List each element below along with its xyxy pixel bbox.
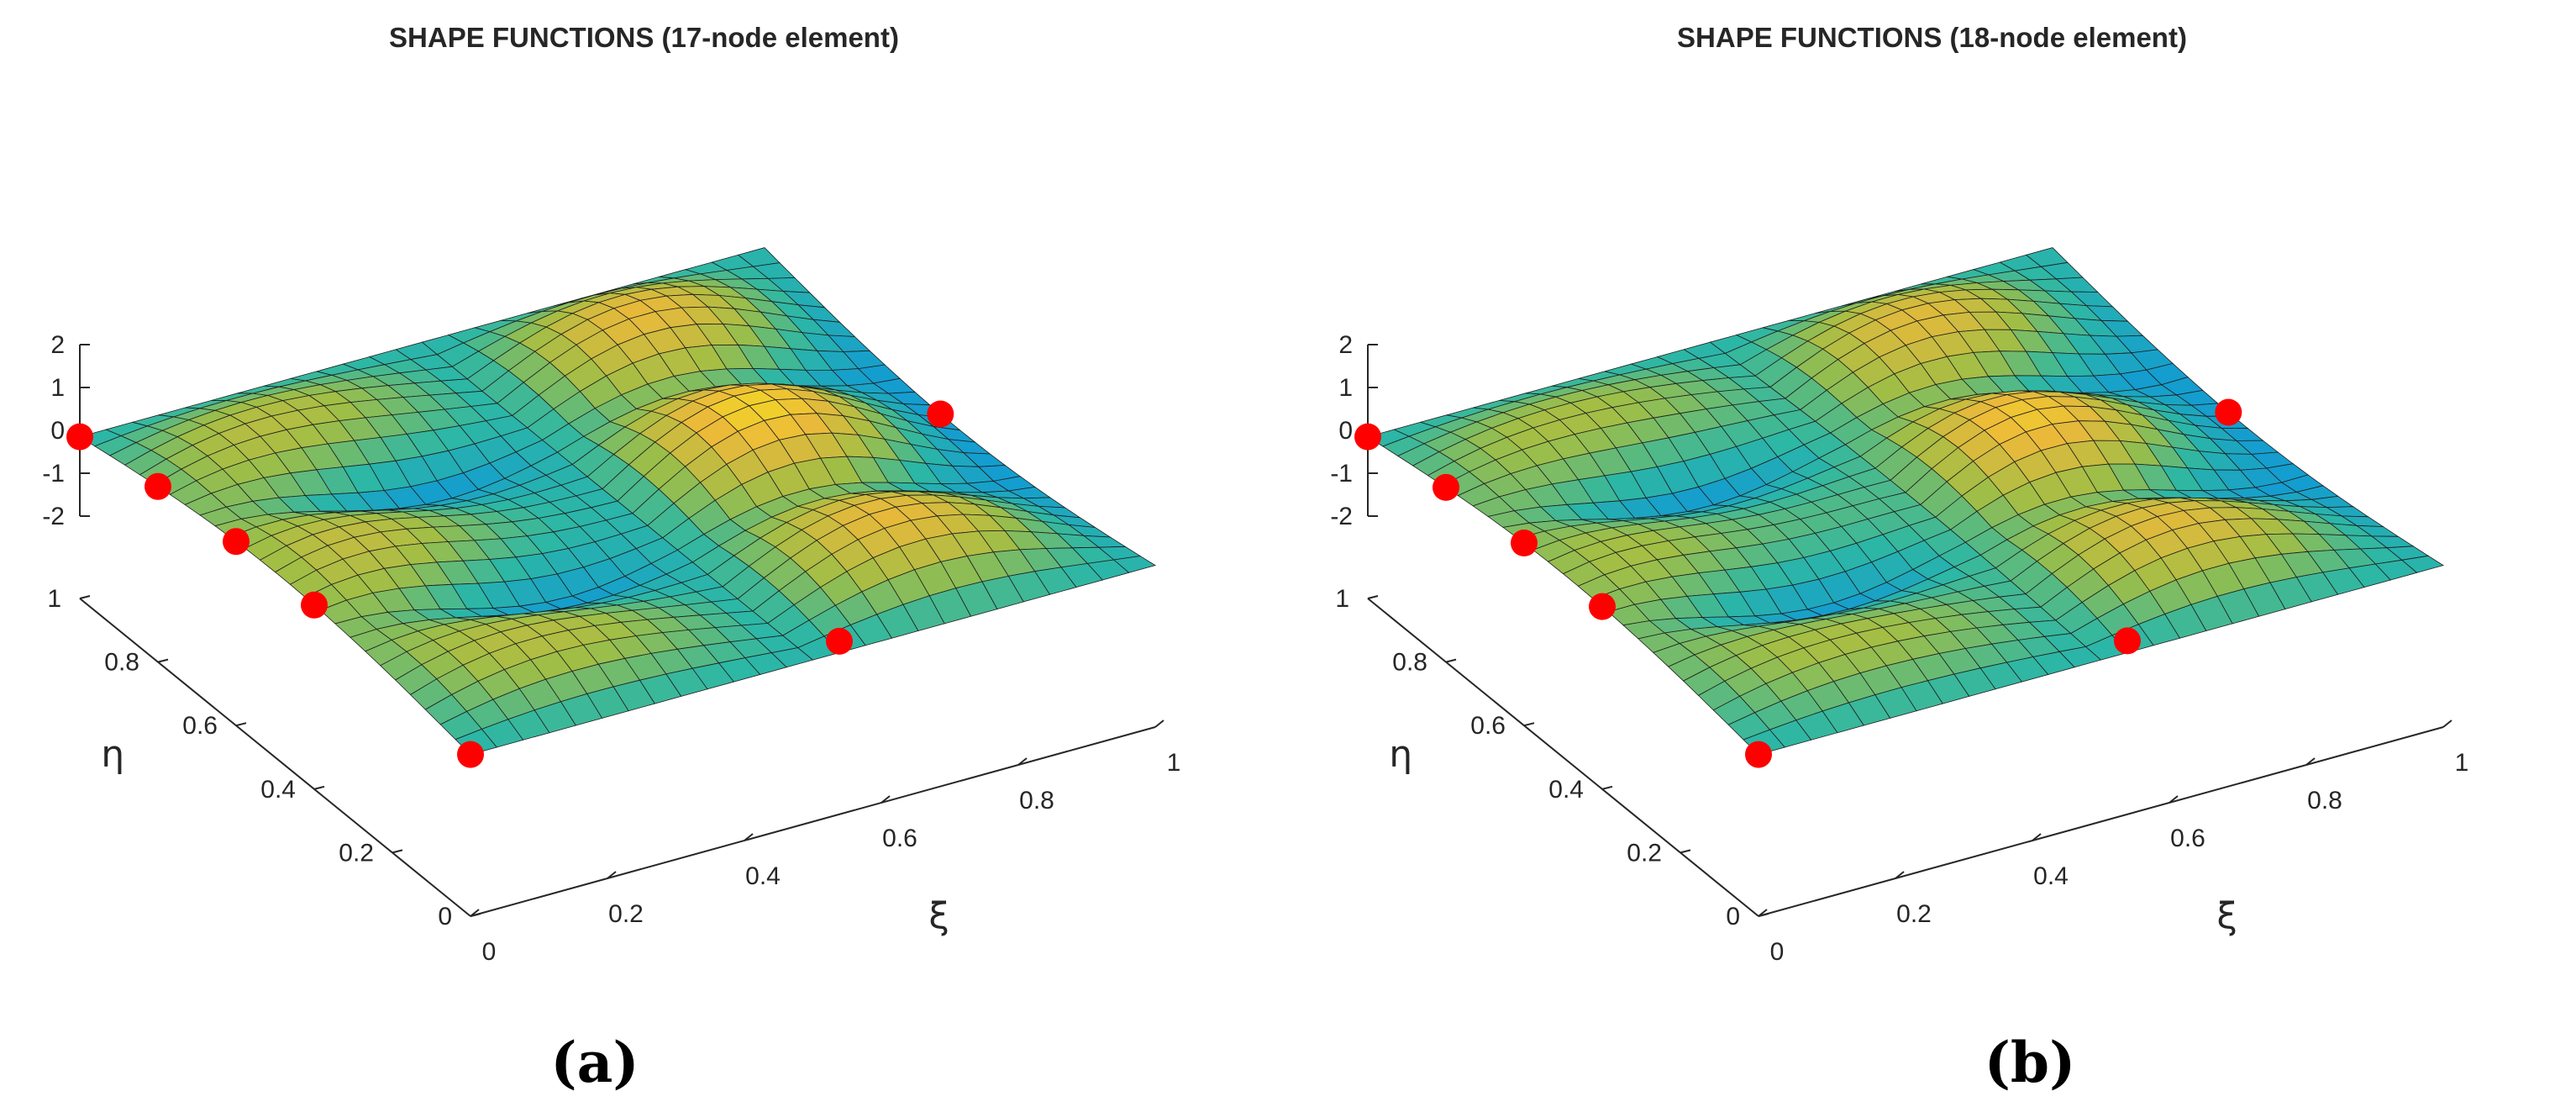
tick-labels: 0 0.2 0.4 0.6 0.8 1 0 0.2 0.4 0.6 0.8 1 -2 -1 0 1 2 ξ η: [42, 331, 1180, 966]
xi-axis-label: ξ: [928, 895, 949, 938]
eta-tick-label: 1: [1335, 585, 1349, 613]
xi-tick: [2305, 757, 2316, 766]
eta-tick-label: 0.2: [1627, 839, 1662, 867]
eta-tick: [470, 913, 481, 917]
eta-tick: [1601, 785, 1613, 790]
eta-axis-label: η: [101, 733, 124, 776]
eta-tick: [1367, 595, 1379, 599]
surface-plot: 0 0.2 0.4 0.6 0.8 1 0 0.2 0.4 0.6 0.8 1 -2 -1 0 1 2 ξ η: [1330, 247, 2468, 966]
element-node: [1433, 473, 1459, 501]
xi-tick: [881, 795, 891, 804]
chart-panel-b: SHAPE FUNCTIONS (18-node element) 0 0.2 0.…: [1288, 0, 2576, 1107]
eta-tick-label: 0.4: [1548, 776, 1584, 804]
surface-cell: [1112, 556, 1156, 573]
xi-tick-label: 1: [2455, 749, 2469, 777]
xi-tick-label: 1: [1167, 749, 1181, 777]
eta-tick-label: 0: [438, 903, 452, 930]
eta-tick-label: 0.8: [1392, 649, 1427, 677]
panel-label: (a): [550, 1030, 639, 1095]
surface: [1367, 247, 2444, 756]
eta-tick-label: 0: [1726, 903, 1740, 930]
element-node: [66, 423, 93, 451]
z-tick-label: -2: [1330, 503, 1353, 530]
element-node: [2114, 627, 2141, 655]
eta-tick-label: 1: [47, 585, 61, 613]
element-node: [457, 741, 484, 768]
element-node: [927, 400, 954, 428]
surface: [79, 247, 1156, 756]
xi-tick: [2032, 833, 2042, 841]
axes: [1367, 344, 2452, 917]
z-tick-label: -1: [1330, 460, 1353, 488]
element-node: [1354, 423, 1381, 451]
xi-tick: [744, 833, 754, 841]
xi-axis-label: ξ: [2216, 895, 2237, 938]
surface-cell: [2400, 555, 2444, 573]
chart-title: SHAPE FUNCTIONS (17-node element): [389, 22, 899, 53]
element-node: [223, 528, 250, 556]
z-tick-label: 0: [50, 417, 65, 445]
nodes: [66, 400, 954, 768]
eta-tick: [235, 722, 247, 727]
eta-tick: [392, 849, 403, 854]
element-node: [2215, 398, 2242, 426]
chart-panel-a: SHAPE FUNCTIONS (17-node element) 0 0.2 0.…: [42, 22, 1180, 1095]
xi-tick: [607, 871, 617, 879]
eta-tick: [157, 658, 169, 663]
xi-tick-label: 0: [482, 938, 497, 966]
xi-tick: [1017, 757, 1028, 766]
xi-tick-label: 0.6: [2170, 825, 2205, 852]
nodes: [1354, 398, 2242, 768]
z-tick-label: 1: [1338, 374, 1353, 402]
eta-tick-label: 0.6: [1470, 712, 1506, 740]
xi-tick-label: 0.8: [1019, 787, 1054, 814]
eta-axis-line: [79, 598, 471, 917]
eta-tick-label: 0.2: [339, 839, 374, 867]
xi-axis-line: [470, 726, 1156, 917]
xi-axis-line: [1758, 726, 2444, 917]
element-node: [145, 472, 171, 500]
z-tick-label: 2: [1338, 331, 1353, 359]
element-node: [826, 627, 853, 655]
xi-tick-label: 0: [1770, 938, 1785, 966]
eta-axis-line: [1367, 598, 1759, 917]
xi-tick-label: 0.2: [1896, 900, 1932, 928]
eta-tick-label: 0.4: [260, 776, 296, 804]
eta-tick-label: 0.6: [182, 712, 218, 740]
eta-tick: [1445, 658, 1457, 663]
surface-plot: 0 0.2 0.4 0.6 0.8 1 0 0.2 0.4 0.6 0.8 1 -2 -1 0 1 2 ξ η: [42, 247, 1180, 966]
z-tick-label: -2: [42, 503, 65, 530]
xi-tick-label: 0.8: [2307, 787, 2342, 814]
eta-tick: [1523, 722, 1535, 727]
xi-tick: [2442, 720, 2452, 728]
z-tick-label: 0: [1338, 417, 1353, 445]
tick-labels: 0 0.2 0.4 0.6 0.8 1 0 0.2 0.4 0.6 0.8 1 -2 -1 0 1 2 ξ η: [1330, 331, 2468, 966]
element-node: [1745, 741, 1772, 768]
eta-tick: [1758, 913, 1769, 917]
z-tick-label: -1: [42, 460, 65, 488]
eta-tick-label: 0.8: [104, 649, 139, 677]
element-node: [1511, 530, 1538, 556]
xi-tick: [2169, 795, 2179, 804]
xi-tick-label: 0.6: [882, 825, 917, 852]
z-tick-label: 1: [50, 374, 65, 402]
element-node: [1589, 593, 1616, 620]
xi-tick: [1154, 720, 1164, 728]
xi-tick-label: 0.4: [2033, 862, 2069, 890]
eta-tick: [79, 595, 91, 599]
panel-label: (b): [1984, 1030, 2076, 1095]
eta-tick: [1680, 849, 1691, 854]
xi-tick: [1895, 871, 1905, 879]
eta-axis-label: η: [1389, 733, 1412, 776]
eta-tick: [313, 785, 325, 790]
xi-tick-label: 0.4: [745, 862, 781, 890]
element-node: [301, 591, 328, 619]
z-tick-label: 2: [50, 331, 65, 359]
chart-title: SHAPE FUNCTIONS (18-node element): [1677, 22, 2187, 53]
xi-tick-label: 0.2: [608, 900, 644, 928]
